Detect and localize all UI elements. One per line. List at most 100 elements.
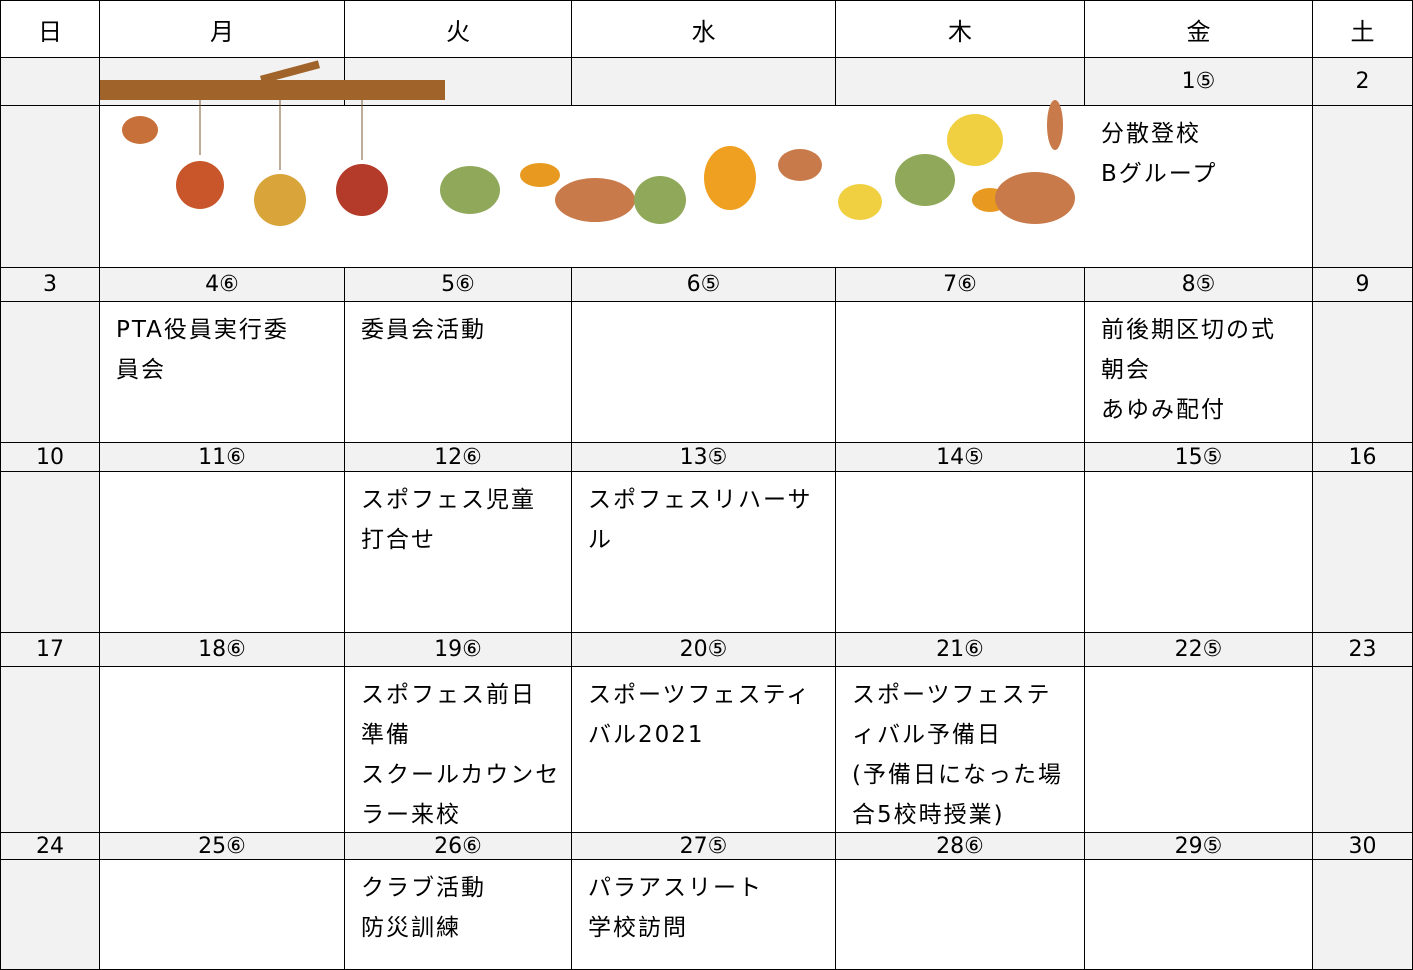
ornament [176,161,224,209]
date-cell [836,58,1085,106]
date-cell: 4⑥ [100,268,345,302]
event-cell [572,106,836,268]
ornament [336,164,388,216]
event-cell [0,472,100,633]
leaf [1047,100,1063,150]
event-cell [572,302,836,443]
event-line: 準備 [361,722,411,748]
leaf [895,154,955,206]
event-line: スポーツフェスティ [588,682,812,708]
date-cell: 30 [1313,833,1413,860]
date-cell: 18⑥ [100,633,345,667]
date-cell: 7⑥ [836,268,1085,302]
event-line: ィバル予備日 [852,722,1002,748]
event-line: 朝会 [1101,357,1151,383]
day-header: 金 [1085,0,1313,58]
event-cell [1313,860,1413,970]
date-cell: 17 [0,633,100,667]
event-cell [1313,106,1413,268]
event-cell [1313,302,1413,443]
leaf [995,172,1075,224]
date-cell: 10 [0,443,100,472]
event-line: スポーツフェステ [852,682,1052,708]
event-cell [836,106,1085,268]
event-line: PTA役員実行委 [116,317,289,343]
event-line: スクールカウンセ [361,762,561,788]
event-line: クラブ活動 [361,875,486,901]
event-line: 分散登校 [1101,121,1201,147]
date-cell: 27⑤ [572,833,836,860]
date-cell: 28⑥ [836,833,1085,860]
event-line: スポフェス児童 [361,487,536,513]
date-cell: 11⑥ [100,443,345,472]
date-cell: 8⑤ [1085,268,1313,302]
event-cell: スポーツフェステ ィバル予備日 (予備日になった場 合5校時授業) [836,667,1085,833]
date-cell: 13⑤ [572,443,836,472]
day-header: 火 [345,0,572,58]
event-cell: スポフェス前日 準備スクールカウンセ ラー来校 [345,667,572,833]
event-line: 防災訓練 [361,915,461,941]
event-cell: スポフェス児童 打合せ [345,472,572,633]
date-cell: 1⑤ [1085,58,1313,106]
event-line: (予備日になった場 [852,762,1063,788]
date-cell: 19⑥ [345,633,572,667]
leaf [634,176,686,224]
event-line: ル [588,527,613,553]
leaf [704,146,756,210]
date-cell: 3 [0,268,100,302]
date-cell: 25⑥ [100,833,345,860]
event-line: スポフェス前日 [361,682,536,708]
event-cell: クラブ活動 防災訓練 [345,860,572,970]
event-cell: 委員会活動 [345,302,572,443]
event-line: Bグループ [1101,161,1218,187]
date-cell: 15⑤ [1085,443,1313,472]
event-cell: 前後期区切の式 朝会 あゆみ配付 [1085,302,1313,443]
event-line: あゆみ配付 [1101,397,1226,423]
day-header: 月 [100,0,345,58]
event-line: パラアスリート [588,875,763,901]
event-line: スポフェスリハーサ [588,487,813,513]
leaf [122,116,158,144]
event-cell [0,302,100,443]
event-line: 委員会活動 [361,317,486,343]
date-cell: 23 [1313,633,1413,667]
event-cell [100,106,345,268]
day-header: 土 [1313,0,1413,58]
leaf [440,166,500,214]
date-cell: 14⑤ [836,443,1085,472]
event-cell [100,472,345,633]
date-cell: 26⑥ [345,833,572,860]
event-cell [100,667,345,833]
event-line: 学校訪問 [588,915,688,941]
leaf [778,149,822,181]
event-cell [100,860,345,970]
event-cell: スポーツフェスティ バル2021 [572,667,836,833]
event-line: ラー来校 [361,802,461,828]
event-cell [1313,667,1413,833]
day-header: 水 [572,0,836,58]
date-cell: 16 [1313,443,1413,472]
event-cell [836,472,1085,633]
event-line: 合5校時授業) [852,802,1005,828]
event-cell [1313,472,1413,633]
date-cell: 20⑤ [572,633,836,667]
date-cell: 29⑤ [1085,833,1313,860]
event-cell [0,106,100,268]
event-line: 打合せ [361,527,436,553]
event-cell [1085,667,1313,833]
date-cell: 2 [1313,58,1413,106]
event-cell: 分散登校 Bグループ [1085,106,1313,268]
leaf [520,163,560,187]
autumn-decoration [100,60,1075,226]
date-cell: 9 [1313,268,1413,302]
date-cell: 22⑤ [1085,633,1313,667]
day-header: 日 [0,0,100,58]
event-cell: PTA役員実行委 員会 [100,302,345,443]
date-cell [0,58,100,106]
event-cell [345,106,572,268]
date-cell: 6⑤ [572,268,836,302]
branch [259,60,321,84]
ornament [254,174,306,226]
event-cell [836,302,1085,443]
